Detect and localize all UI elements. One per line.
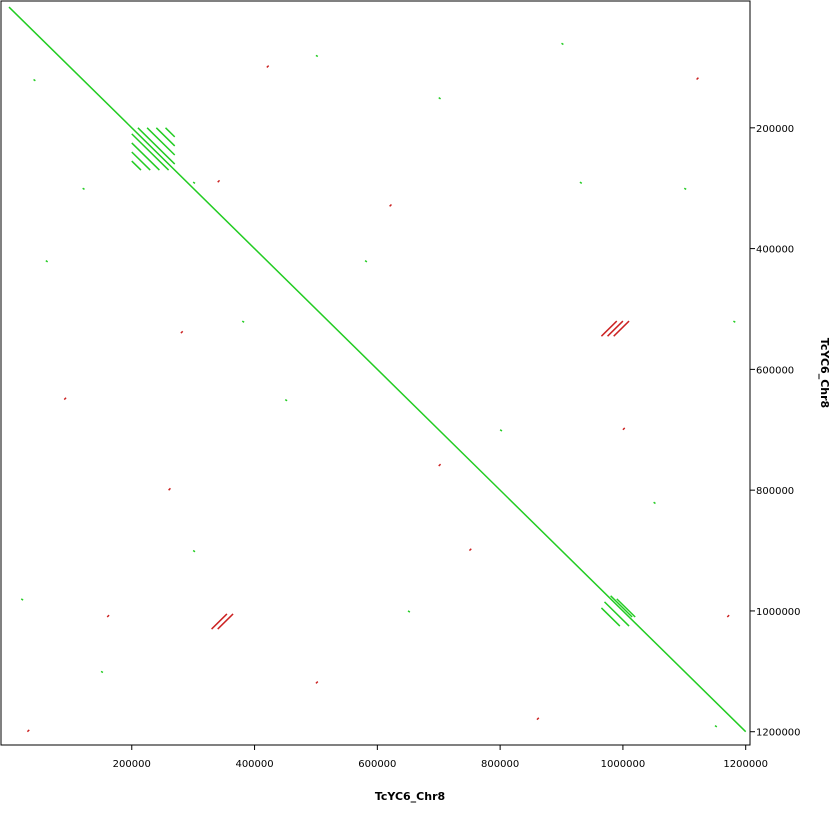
x-tick-label: 400000 [235,759,273,770]
alignment [653,501,656,505]
x-tick-label: 1000000 [601,759,646,770]
alignment [610,595,633,618]
alignment [600,320,618,337]
x-axis-title: TcYC6_Chr8 [375,790,445,803]
alignment [364,260,368,263]
alignment [696,77,699,81]
x-tick-label: 800000 [481,759,519,770]
alignment [33,78,36,82]
alignment [536,717,540,721]
alignment [726,614,730,618]
alignment [26,729,30,733]
alignment [180,330,184,334]
alignment [211,613,228,630]
alignment [137,127,176,165]
alignment [241,320,245,323]
alignment [499,429,503,432]
y-tick-label: 600000 [756,365,794,376]
alignment [192,181,196,185]
alignment [45,260,49,263]
alignment [468,548,472,552]
alignment [600,607,621,627]
alignment [82,187,85,191]
alignment [131,133,170,171]
plot-frame [0,0,751,746]
alignment [438,96,441,100]
alignment [131,142,160,171]
alignment [217,179,221,183]
alignment [561,42,564,46]
alignment [131,160,142,171]
alignment [266,65,270,68]
alignment [407,610,411,613]
alignment [165,127,176,138]
alignment [106,614,110,618]
alignment [63,397,67,401]
y-axis-title: TcYC6_Chr8 [818,338,830,408]
alignment [733,320,736,323]
alignment [616,598,636,618]
alignment [217,613,234,630]
alignment [155,127,176,147]
alignment [579,181,583,185]
alignment [20,598,24,601]
y-tick-label: 1200000 [756,728,801,739]
alignment [315,54,319,58]
x-tick-label: 200000 [113,759,151,770]
y-tick-label: 200000 [756,124,794,135]
y-tick-label: 800000 [756,486,794,497]
alignment [607,320,624,337]
y-tick-label: 400000 [756,245,794,256]
alignment [603,601,630,627]
alignment [622,427,626,431]
alignment [613,320,630,337]
alignment [146,127,176,156]
alignment [284,398,288,402]
alignment [714,725,718,728]
alignment [192,549,196,553]
alignment [683,187,687,191]
x-tick-label: 600000 [358,759,396,770]
alignment [131,151,151,171]
y-tick-label: 1000000 [756,607,801,618]
alignment [438,463,442,467]
x-tick-label: 1200000 [723,759,768,770]
alignment [389,203,392,207]
alignment [315,681,319,684]
alignment [100,670,104,674]
alignment [8,6,747,733]
alignment [168,487,171,491]
